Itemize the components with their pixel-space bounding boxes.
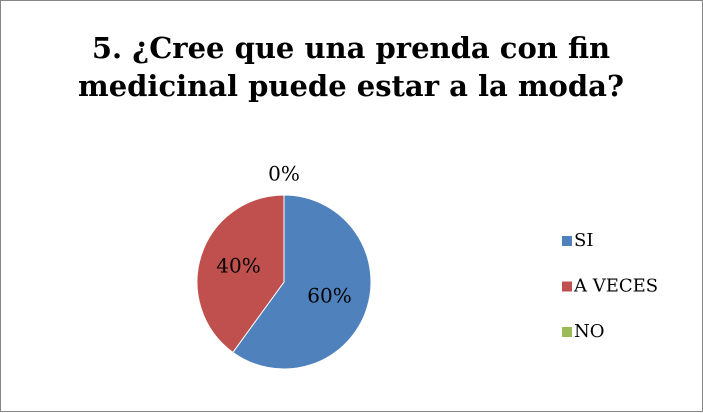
pie-slice	[232, 194, 372, 370]
legend-swatch	[562, 327, 572, 337]
pie-slice	[196, 194, 285, 354]
data-label: 40%	[216, 254, 260, 278]
data-label: 0%	[268, 162, 300, 186]
chart-title: 5. ¿Cree que una prenda con fin medicina…	[78, 31, 624, 103]
data-label: 60%	[307, 283, 351, 307]
legend-label: A VECES	[573, 276, 658, 297]
legend-swatch	[562, 281, 572, 292]
legend-label: NO	[574, 321, 605, 342]
legend-swatch	[562, 236, 572, 246]
legend-label: SI	[574, 230, 593, 251]
